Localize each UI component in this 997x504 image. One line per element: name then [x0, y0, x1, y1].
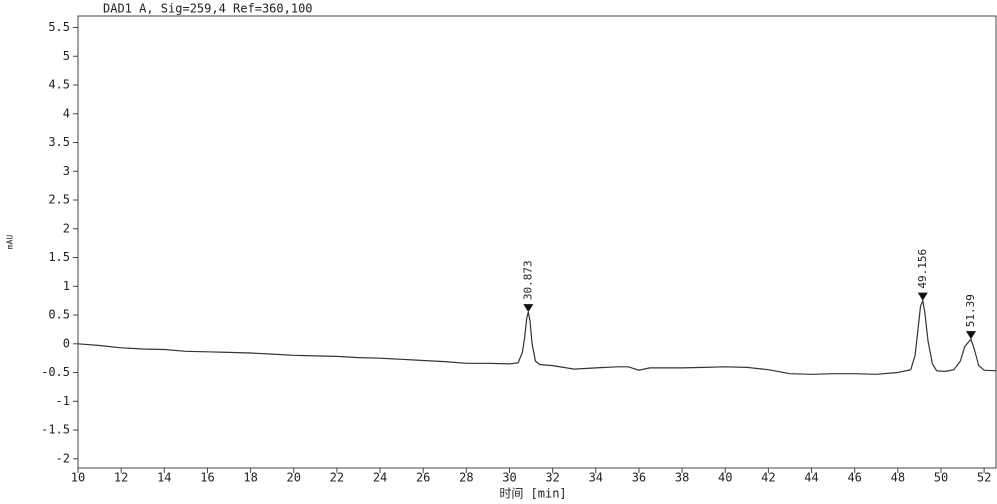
x-tick-label: 18 — [243, 471, 257, 485]
y-tick-label: 2 — [63, 221, 70, 235]
x-tick-label: 46 — [847, 471, 861, 485]
x-tick-label: 14 — [157, 471, 171, 485]
x-tick-label: 42 — [761, 471, 775, 485]
x-tick-label: 22 — [330, 471, 344, 485]
y-tick-label: 1.5 — [48, 250, 70, 264]
x-axis-label: 时间 [min] — [499, 487, 566, 501]
y-tick-label: 4.5 — [48, 78, 70, 92]
y-tick-label: 3.5 — [48, 135, 70, 149]
x-tick-label: 24 — [373, 471, 387, 485]
x-tick-label: 28 — [459, 471, 473, 485]
x-tick-label: 16 — [200, 471, 214, 485]
x-tick-label: 34 — [589, 471, 603, 485]
x-tick-label: 30 — [502, 471, 516, 485]
x-tick-label: 48 — [891, 471, 905, 485]
plot-frame — [77, 15, 997, 469]
y-tick-label: 5 — [63, 49, 70, 63]
y-tick-label: -1 — [56, 394, 70, 408]
x-tick-label: 38 — [675, 471, 689, 485]
y-tick-label: -0.5 — [41, 365, 70, 379]
y-tick-label: 0 — [63, 336, 70, 350]
peak-label: 51.39 — [964, 294, 977, 327]
y-tick-label: -1.5 — [41, 423, 70, 437]
x-tick-label: 44 — [804, 471, 818, 485]
peak-marker — [965, 331, 976, 340]
y-tick-label: 3 — [63, 164, 70, 178]
peak-label: 30.873 — [521, 260, 534, 300]
x-tick-label: 26 — [416, 471, 430, 485]
y-tick-label: 5.5 — [48, 20, 70, 34]
x-tick-label: 32 — [545, 471, 559, 485]
x-tick-label: 36 — [632, 471, 646, 485]
x-tick-label: 52 — [977, 471, 991, 485]
y-axis-label: mAU — [6, 235, 15, 250]
x-tick-label: 40 — [718, 471, 732, 485]
y-tick-label: 2.5 — [48, 193, 70, 207]
chart-title: DAD1 A, Sig=259,4 Ref=360,100 — [103, 2, 313, 16]
y-tick-label: -2 — [56, 451, 70, 465]
y-tick-label: 1 — [63, 279, 70, 293]
peak-marker — [523, 304, 534, 313]
x-tick-label: 50 — [934, 471, 948, 485]
x-tick-label: 20 — [287, 471, 301, 485]
y-tick-label: 4 — [63, 106, 70, 120]
signal-trace — [77, 298, 997, 375]
peak-marker — [917, 292, 928, 301]
y-tick-label: 0.5 — [48, 308, 70, 322]
x-tick-label: 10 — [71, 471, 85, 485]
peak-label: 49.156 — [916, 249, 929, 289]
x-tick-label: 12 — [114, 471, 128, 485]
